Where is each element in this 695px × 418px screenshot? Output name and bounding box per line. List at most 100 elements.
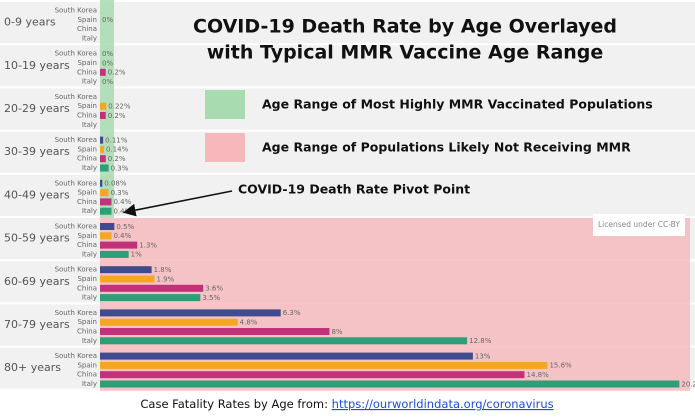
value-label: 20.2% [681,380,695,388]
value-label: 0.2% [108,69,126,77]
country-label: China [77,198,97,206]
value-label: 1.9% [156,275,174,283]
country-label: Italy [82,380,97,388]
bar [100,250,129,258]
country-label: China [77,112,97,120]
country-label: Italy [82,294,97,302]
value-label: 0.08% [104,180,127,188]
country-label: South Korea [55,266,97,274]
bar [100,155,106,163]
value-label: 3.6% [205,285,223,293]
country-label: Italy [82,121,97,129]
value-label: 12.8% [469,337,492,345]
country-label: Italy [82,78,97,86]
age-label: 30-39 years [4,145,70,158]
caption-text: Case Fatality Rates by Age from: [140,397,331,411]
bar [100,337,468,345]
bar [100,241,138,249]
age-label: 20-29 years [4,102,70,115]
value-label: 0.5% [116,223,134,231]
age-label: 70-79 years [4,318,70,331]
age-label: 60-69 years [4,275,70,288]
chart-title: with Typical MMR Vaccine Age Range [207,42,604,64]
value-label: 0% [102,78,113,86]
value-label: 13% [475,352,491,360]
age-label: 80+ years [4,361,61,374]
legend-label: Age Range of Most Highly MMR Vaccinated … [262,97,653,112]
age-label: 10-19 years [4,59,70,72]
value-label: 0% [102,59,113,67]
bar [100,207,112,215]
country-label: Italy [82,34,97,42]
value-label: 0.14% [106,146,129,154]
caption-link[interactable]: https://ourworldindata.org/coronavirus [332,397,554,411]
value-label: 6.3% [283,309,301,317]
country-label: China [77,328,97,336]
bar [100,266,152,274]
country-label: Spain [77,16,97,24]
country-label: South Korea [55,136,97,144]
value-label: 0.11% [105,136,128,144]
age-label: 40-49 years [4,188,70,201]
group-background [0,88,695,130]
value-label: 0.3% [111,189,129,197]
value-label: 0.3% [111,164,129,172]
legend-swatch [205,90,245,119]
country-label: China [77,241,97,249]
bar [100,68,106,76]
bar [100,136,104,144]
license: Licensed under CC-BY [598,220,680,229]
annotation-arrow [122,190,233,217]
country-label: China [77,371,97,379]
bar [100,318,238,326]
country-label: South Korea [55,352,97,360]
country-label: South Korea [55,179,97,187]
country-label: Italy [82,337,97,345]
vaccinated-region [100,0,114,218]
license-box [593,214,685,236]
age-label: 0-9 years [4,16,56,29]
bar [100,294,201,302]
value-label: 4.8% [240,319,258,327]
country-label: China [77,25,97,33]
bar [100,309,281,317]
bar [100,223,115,230]
country-label: China [77,284,97,292]
bar [100,164,109,172]
value-label: 0% [102,16,113,24]
legend-swatch [205,133,245,162]
bar [100,179,103,187]
bar [100,198,112,206]
bar [100,328,330,335]
age-label: 50-59 years [4,232,70,245]
value-label: 15.6% [549,362,572,370]
bar [100,352,473,360]
country-label: China [77,155,97,163]
value-label: 1% [131,251,142,259]
bar [100,232,112,240]
bar [100,112,106,119]
value-label: 0.4% [113,232,131,240]
group-background [0,45,695,87]
chart-title: COVID-19 Death Rate by Age Overlayed [193,16,617,38]
country-label: Spain [77,59,97,67]
country-label: Spain [77,145,97,153]
value-label: 0.4% [113,208,131,216]
country-label: South Korea [55,50,97,58]
value-label: 0% [102,50,113,58]
value-label: 0.4% [113,198,131,206]
bar [100,102,107,110]
bar [100,380,680,388]
country-label: Italy [82,164,97,172]
country-label: South Korea [55,93,97,101]
value-label: 1.3% [139,241,157,249]
bar [100,189,109,197]
country-label: South Korea [55,223,97,231]
country-label: Italy [82,207,97,215]
value-label: 0.2% [108,155,126,163]
value-label: 0.22% [108,103,131,111]
legend-label: Age Range of Populations Likely Not Rece… [262,140,631,155]
country-label: Spain [77,275,97,283]
value-label: 0.2% [108,112,126,120]
